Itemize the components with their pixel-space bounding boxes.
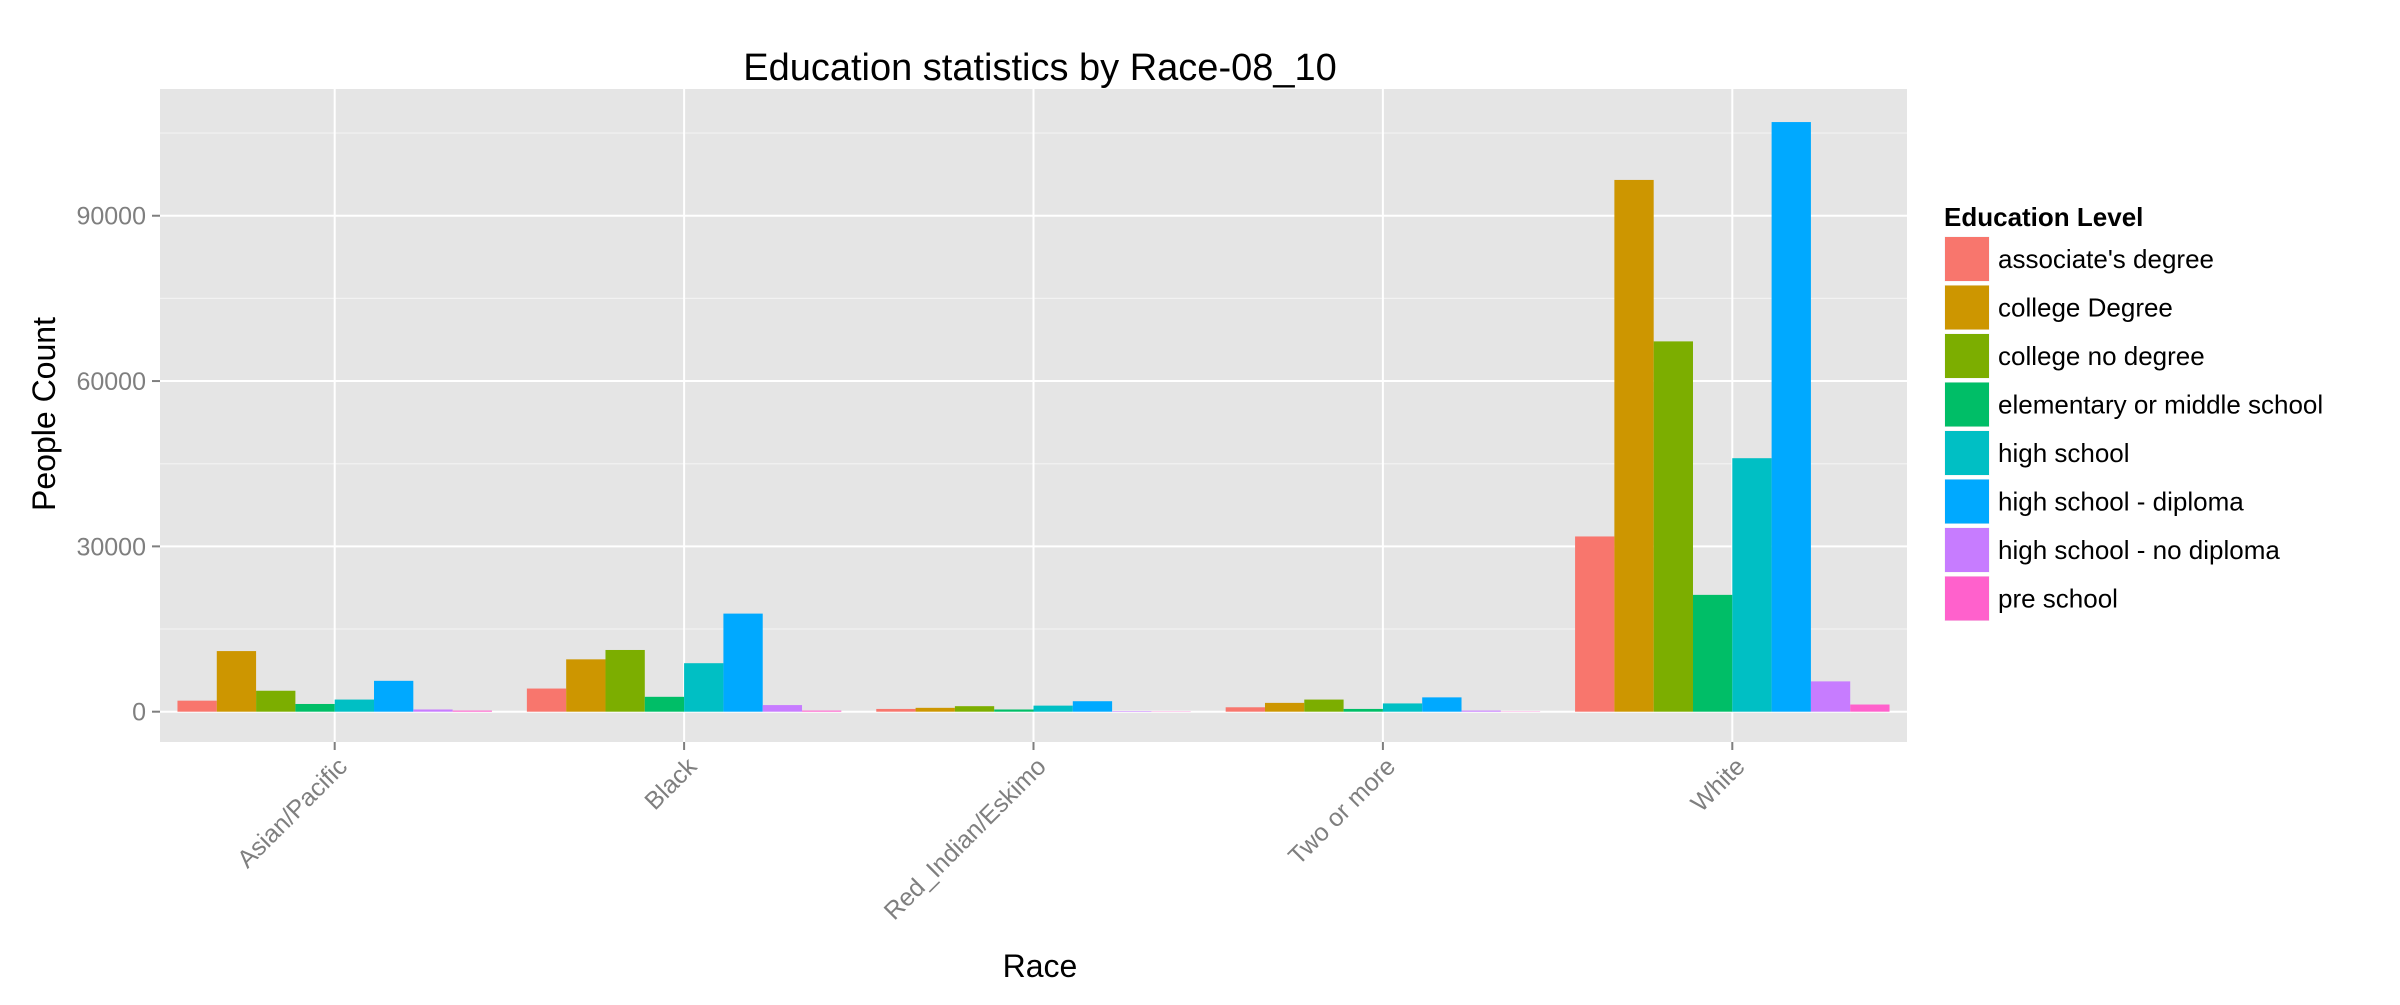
- legend-key-swatch: [1945, 480, 1989, 524]
- bar-associate-s-degree-black: [527, 689, 566, 712]
- bar-high-school-diploma-white: [1772, 122, 1811, 712]
- legend-label: high school: [1998, 438, 2130, 468]
- y-tick-label: 0: [132, 699, 146, 727]
- legend: Education Level associate's degree college…: [1944, 202, 2323, 622]
- bar-associate-s-degree-asian-pacific: [177, 701, 216, 712]
- x-tick-label: White: [1686, 752, 1751, 817]
- bar-college-degree-black: [566, 659, 605, 711]
- legend-label: college Degree: [1998, 293, 2173, 323]
- bar-high-school-no-diploma-two-or-more: [1462, 711, 1501, 712]
- legend-key-swatch: [1945, 528, 1989, 572]
- bar-high-school-no-diploma-asian-pacific: [413, 709, 452, 711]
- bar-elementary-or-middle-school-asian-pacific: [295, 704, 334, 712]
- y-tick-label: 90000: [76, 203, 146, 231]
- legend-key-swatch: [1945, 431, 1989, 475]
- bar-college-no-degree-red-indian-eskimo: [955, 706, 994, 712]
- legend-key-swatch: [1945, 577, 1989, 621]
- bar-pre-school-asian-pacific: [453, 711, 492, 712]
- bar-elementary-or-middle-school-two-or-more: [1344, 709, 1383, 712]
- legend-key-swatch: [1945, 383, 1989, 427]
- bar-high-school-asian-pacific: [335, 700, 374, 712]
- legend-label: associate's degree: [1998, 244, 2214, 274]
- bar-college-degree-red-indian-eskimo: [916, 708, 955, 712]
- bar-college-degree-two-or-more: [1265, 703, 1304, 712]
- bar-pre-school-black: [802, 711, 841, 712]
- bar-college-degree-white: [1614, 180, 1653, 712]
- bar-high-school-no-diploma-white: [1811, 681, 1850, 711]
- bar-pre-school-white: [1850, 705, 1889, 712]
- legend-key-swatch: [1945, 237, 1989, 281]
- bar-high-school-no-diploma-black: [763, 705, 802, 712]
- bar-high-school-white: [1732, 458, 1771, 711]
- bar-associate-s-degree-red-indian-eskimo: [876, 709, 915, 712]
- chart-title: Education statistics by Race-08_10: [743, 47, 1337, 89]
- legend-label: high school - no diploma: [1998, 535, 2280, 565]
- bar-elementary-or-middle-school-white: [1693, 595, 1732, 712]
- legend-key-swatch: [1945, 286, 1989, 330]
- bar-elementary-or-middle-school-black: [645, 697, 684, 712]
- legend-key-swatch: [1945, 334, 1989, 378]
- bar-associate-s-degree-white: [1575, 536, 1614, 711]
- bar-associate-s-degree-two-or-more: [1226, 707, 1265, 711]
- bar-high-school-two-or-more: [1383, 703, 1422, 711]
- y-tick-label: 30000: [76, 533, 146, 561]
- legend-label: high school - diploma: [1998, 487, 2244, 517]
- legend-label: pre school: [1998, 584, 2118, 614]
- bar-high-school-no-diploma-red-indian-eskimo: [1112, 711, 1151, 712]
- bar-high-school-diploma-two-or-more: [1422, 697, 1461, 711]
- bar-college-no-degree-black: [605, 650, 644, 712]
- bar-high-school-diploma-black: [723, 614, 762, 712]
- bar-high-school-red-indian-eskimo: [1034, 706, 1073, 712]
- bar-high-school-black: [684, 663, 723, 711]
- y-axis-title: People Count: [26, 317, 62, 511]
- bar-high-school-diploma-red-indian-eskimo: [1073, 701, 1112, 711]
- bar-college-no-degree-white: [1654, 341, 1693, 711]
- x-tick-label: Red_Indian/Eskimo: [879, 752, 1052, 925]
- bar-high-school-diploma-asian-pacific: [374, 681, 413, 712]
- bar-college-no-degree-two-or-more: [1304, 700, 1343, 712]
- bar-elementary-or-middle-school-red-indian-eskimo: [994, 709, 1033, 711]
- x-axis-title: Race: [1003, 948, 1078, 984]
- bar-college-no-degree-asian-pacific: [256, 691, 295, 712]
- legend-label: elementary or middle school: [1998, 390, 2323, 420]
- x-tick-label: Asian/Pacific: [232, 752, 353, 873]
- x-tick-label: Black: [639, 752, 702, 815]
- bar-college-degree-asian-pacific: [217, 651, 256, 712]
- legend-label: college no degree: [1998, 341, 2205, 371]
- legend-title: Education Level: [1944, 202, 2143, 232]
- x-tick-label: Two or more: [1283, 752, 1401, 870]
- y-tick-label: 60000: [76, 368, 146, 396]
